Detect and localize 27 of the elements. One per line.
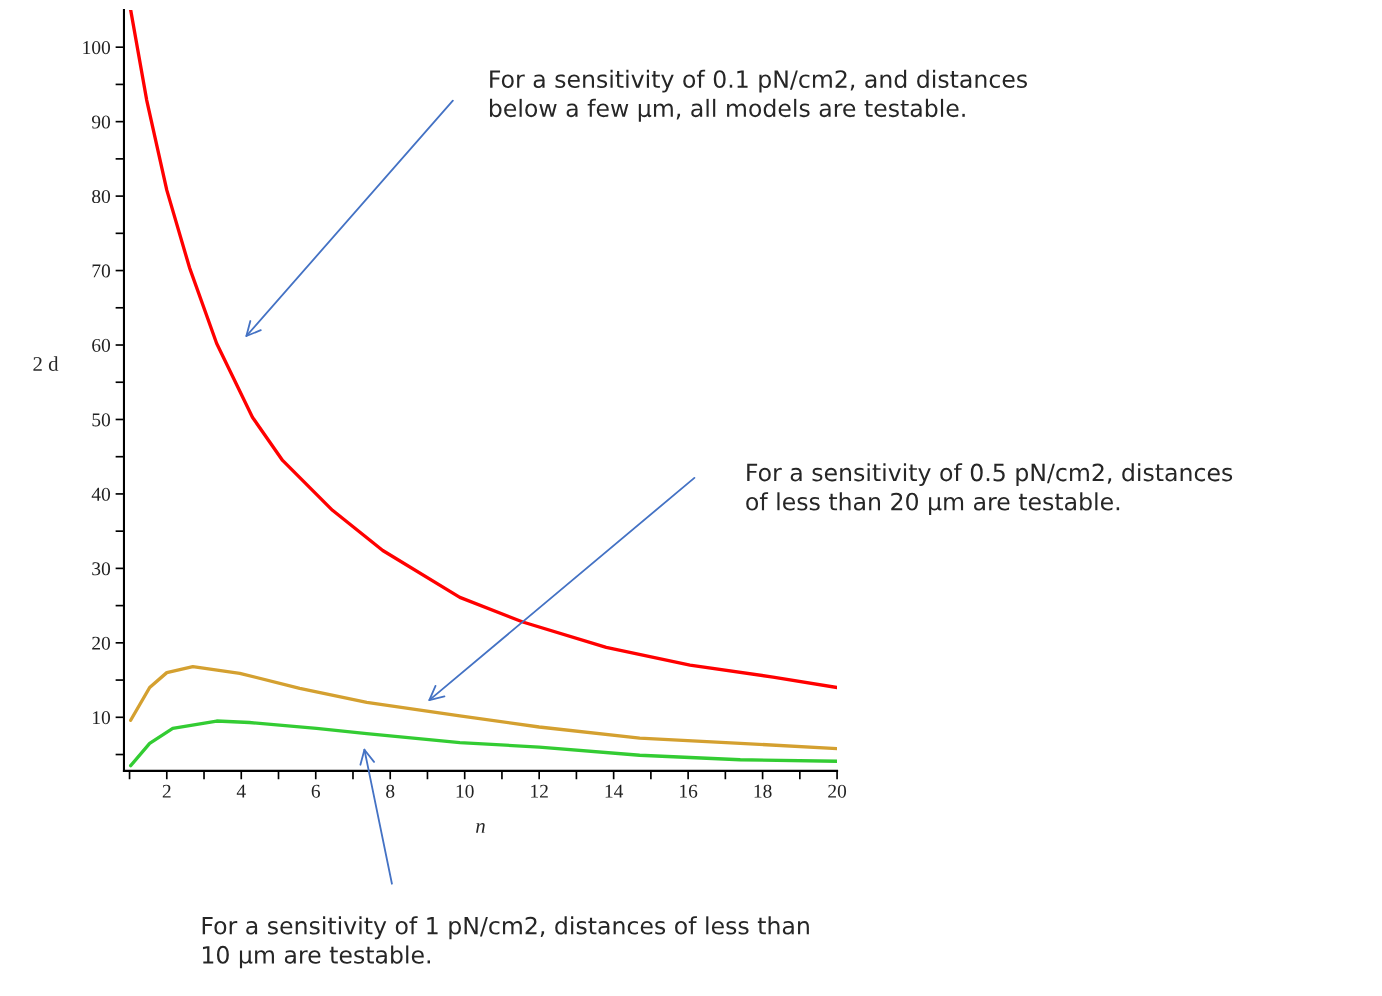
line-series xyxy=(129,719,838,768)
x-tick-label: 20 xyxy=(828,784,847,798)
y-tick-label: 30 xyxy=(92,562,111,576)
x-tick-label: 8 xyxy=(386,784,395,798)
annotation: For a sensitivity of 0.1 pN/cm2, and distances below a few µm, all models are testable. xyxy=(489,69,1027,122)
y-tick-label: 40 xyxy=(91,487,111,501)
y-tick-label: 10 xyxy=(93,711,111,725)
y-tick-label: 90 xyxy=(91,115,111,129)
y-tick-label: 70 xyxy=(92,264,111,278)
x-tick-label: 14 xyxy=(605,784,624,798)
x-tick-label: 4 xyxy=(236,784,246,798)
x-tick-label: 6 xyxy=(311,784,321,798)
text: For a sensitivity of 1 pN/cm2, distances of less than 10 µm are testable. xyxy=(202,916,809,969)
y-tick-label: 60 xyxy=(92,338,111,352)
y-tick-label: 50 xyxy=(92,413,111,427)
x-tick-label: 10 xyxy=(456,784,474,798)
y-tick-label: 80 xyxy=(92,189,111,204)
annotation: For a sensitivity of 0.5 pN/cm2, distances of less than 20 µm are testable. xyxy=(746,463,1233,516)
y-tick-label: 100 xyxy=(83,41,111,55)
y-axis-title: 2 d xyxy=(33,356,59,371)
x-tick-label: 16 xyxy=(680,784,698,798)
x-axis-title: n xyxy=(476,823,485,833)
x-tick-label: 2 xyxy=(162,784,171,798)
line-series xyxy=(129,665,838,751)
x-tick-label: 12 xyxy=(531,784,548,798)
y-tick-label: 20 xyxy=(92,636,111,650)
x-tick-label: 18 xyxy=(754,784,772,798)
